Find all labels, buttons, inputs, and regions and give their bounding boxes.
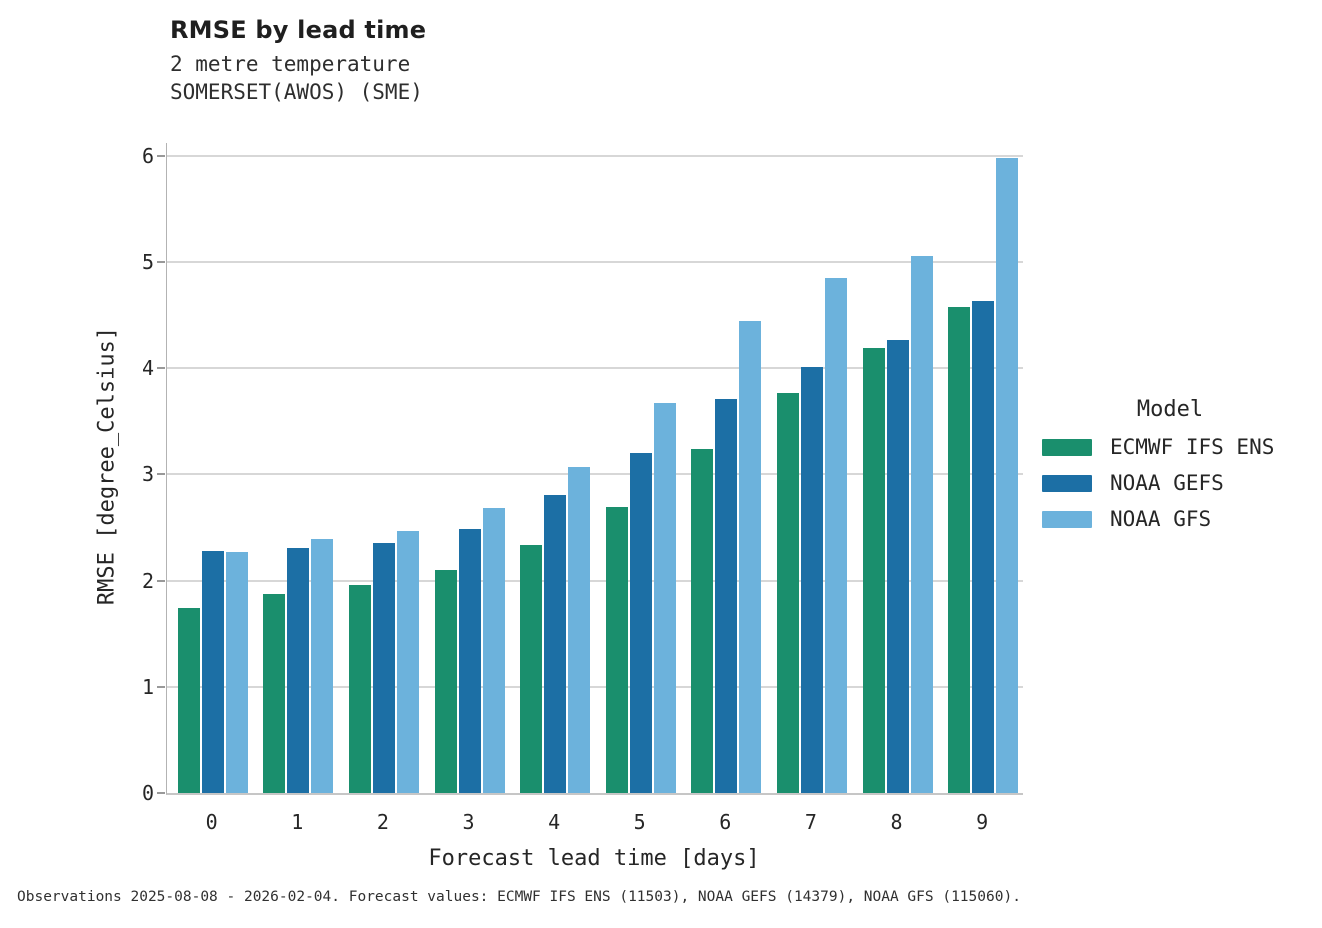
x-tick-label-9: 9 [976, 810, 989, 834]
bar-ecmwf-ifs-ens-day1 [263, 594, 286, 793]
plot-area [166, 143, 1023, 795]
y-tick-mark-6 [157, 154, 165, 157]
bar-noaa-gefs-day8 [886, 339, 909, 793]
y-tick-label-0: 0 [141, 781, 154, 805]
bar-noaa-gfs-day8 [910, 255, 933, 793]
x-tick-label-2: 2 [376, 810, 389, 834]
bar-noaa-gfs-day9 [996, 157, 1019, 793]
footer-caption: Observations 2025-08-08 - 2026-02-04. Fo… [17, 889, 1021, 905]
legend-swatch-1 [1042, 438, 1092, 456]
bar-ecmwf-ifs-ens-day5 [605, 507, 628, 793]
y-tick-label-1: 1 [141, 674, 154, 699]
bar-noaa-gfs-day0 [225, 551, 248, 793]
legend-title: Model [1136, 397, 1204, 422]
bar-noaa-gefs-day0 [201, 550, 224, 793]
bar-noaa-gefs-day3 [458, 528, 481, 793]
gridline-y6 [167, 154, 1023, 157]
y-tick-mark-2 [157, 579, 165, 582]
x-tick-label-3: 3 [462, 810, 475, 834]
bar-noaa-gefs-day2 [372, 543, 395, 793]
bar-noaa-gfs-day7 [824, 277, 847, 793]
x-tick-label-4: 4 [548, 810, 561, 834]
y-tick-label-6: 6 [141, 143, 154, 168]
bar-noaa-gfs-day2 [396, 530, 419, 793]
x-tick-label-6: 6 [719, 810, 732, 834]
bar-noaa-gfs-day5 [653, 403, 676, 793]
bar-noaa-gefs-day7 [800, 367, 823, 793]
legend-label: NOAA GFS [1110, 507, 1212, 531]
chart-title: RMSE by lead time [170, 16, 427, 44]
y-tick-mark-3 [157, 473, 165, 476]
gridline-y1 [167, 685, 1023, 688]
legend-row-ecmwf-ifs-ens: ECMWF IFS ENS [1035, 429, 1305, 465]
x-tick-label-0: 0 [205, 810, 218, 834]
legend: Model ECMWF IFS ENS NOAA GEFS NOAA GFS [1035, 397, 1305, 537]
y-tick-mark-1 [157, 685, 165, 688]
legend-label: NOAA GEFS [1110, 471, 1224, 495]
legend-label: ECMWF IFS ENS [1110, 435, 1275, 459]
bar-noaa-gfs-day6 [739, 321, 762, 793]
bar-ecmwf-ifs-ens-day2 [348, 584, 371, 793]
chart-subtitle-station: SOMERSET(AWOS) (SME) [170, 80, 423, 104]
x-tick-label-1: 1 [291, 810, 304, 834]
gridline-y4 [167, 367, 1023, 370]
gridline-y2 [167, 579, 1023, 582]
y-tick-label-4: 4 [141, 356, 154, 381]
legend-rows: ECMWF IFS ENS NOAA GEFS NOAA GFS [1035, 429, 1305, 537]
x-axis-title: Forecast lead time [days] [428, 846, 760, 871]
bar-ecmwf-ifs-ens-day7 [776, 392, 799, 793]
y-tick-label-2: 2 [141, 568, 154, 593]
bar-noaa-gfs-day1 [311, 539, 334, 793]
x-tick-label-7: 7 [804, 810, 817, 834]
y-tick-label-5: 5 [141, 250, 154, 274]
y-tick-mark-5 [157, 261, 165, 263]
bar-noaa-gefs-day9 [972, 301, 995, 793]
gridline-y3 [167, 473, 1023, 476]
gridline-y5 [167, 261, 1023, 263]
legend-row-noaa-gfs: NOAA GFS [1035, 501, 1305, 537]
x-tick-label-5: 5 [633, 810, 646, 834]
bar-ecmwf-ifs-ens-day6 [691, 448, 714, 793]
y-tick-label-3: 3 [141, 462, 154, 487]
legend-row-noaa-gefs: NOAA GEFS [1035, 465, 1305, 501]
chart-subtitle-parameter: 2 metre temperature [170, 52, 411, 76]
bar-ecmwf-ifs-ens-day9 [948, 306, 971, 793]
x-tick-label-8: 8 [890, 810, 903, 834]
bar-ecmwf-ifs-ens-day4 [520, 544, 543, 793]
bar-ecmwf-ifs-ens-day0 [177, 608, 200, 793]
y-tick-mark-4 [157, 367, 165, 370]
bar-ecmwf-ifs-ens-day8 [862, 348, 885, 793]
legend-swatch-2 [1042, 474, 1092, 492]
bar-noaa-gfs-day4 [568, 466, 591, 793]
bar-noaa-gefs-day4 [544, 494, 567, 793]
bar-noaa-gfs-day3 [482, 508, 505, 793]
bar-noaa-gefs-day1 [287, 547, 310, 793]
legend-swatch-3 [1042, 510, 1092, 528]
bar-ecmwf-ifs-ens-day3 [434, 569, 457, 793]
y-tick-mark-0 [157, 792, 165, 794]
bar-noaa-gefs-day5 [629, 453, 652, 793]
bar-noaa-gefs-day6 [715, 399, 738, 793]
